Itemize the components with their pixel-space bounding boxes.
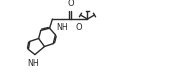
- Text: NH: NH: [56, 23, 68, 32]
- Text: NH: NH: [27, 59, 39, 68]
- Text: O: O: [67, 0, 74, 8]
- Text: O: O: [76, 23, 82, 32]
